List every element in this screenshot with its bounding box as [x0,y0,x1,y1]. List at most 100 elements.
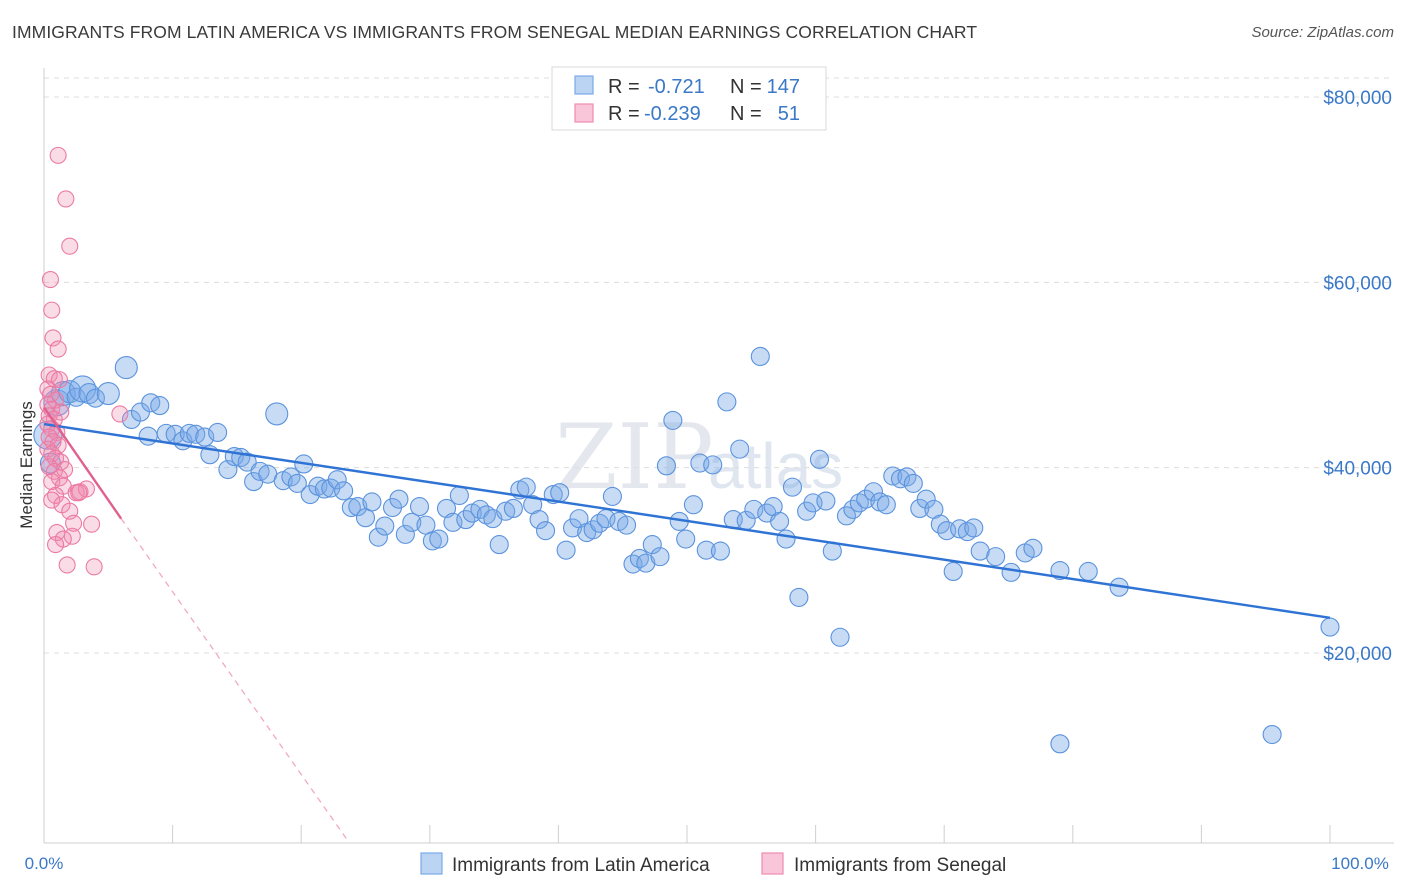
data-point-senegal [41,271,59,289]
y-axis-label: Median Earnings [17,401,36,529]
data-point-latin-america [744,499,764,519]
data-point-latin-america [663,410,683,430]
correlation-legend: R = -0.721 N = 147 R = -0.239 N = 51 [551,66,827,131]
data-point-latin-america [314,479,334,499]
data-point-latin-america [809,449,830,469]
legend-swatch-senegal [574,103,594,123]
chart-source: Source: ZipAtlas.com [1251,24,1394,41]
data-point-latin-america [429,529,449,549]
bottom-legend-swatch-senegal [761,852,784,875]
data-point-latin-america [950,519,970,539]
data-point-latin-america [916,489,936,509]
data-point-latin-america [300,484,320,505]
data-point-latin-america [402,512,422,532]
y-tick-label: $40,000 [1323,459,1392,480]
data-point-latin-america [287,473,307,493]
data-point-latin-america [503,498,523,518]
data-point-senegal [77,480,95,498]
data-point-senegal [49,340,67,358]
data-point-latin-america [362,492,382,512]
data-point-latin-america [436,498,457,518]
data-point-latin-america [776,529,796,549]
data-point-latin-america [650,547,670,567]
data-point-senegal [57,190,75,208]
data-point-latin-america [96,381,120,406]
bottom-legend-label-latin: Immigrants from Latin America [452,855,710,876]
legend-box [551,66,827,131]
data-point-latin-america [789,587,809,607]
data-point-senegal [111,405,129,423]
data-point-latin-america [636,553,656,573]
data-point-latin-america [389,489,409,509]
bottom-legend-swatch-latin [420,852,443,875]
data-point-latin-america [395,524,415,544]
data-point-latin-america [642,535,662,555]
trend-line-latin-america [43,422,1331,619]
data-point-latin-america [1078,561,1098,582]
watermark-zip: ZIP [555,405,714,510]
data-point-latin-america [717,392,737,412]
data-point-latin-america [816,491,836,511]
data-point-latin-america [529,510,549,530]
gridlines [44,77,1394,654]
data-point-latin-america [943,561,963,582]
data-point-senegal [44,329,62,347]
data-point-latin-america [703,455,723,475]
data-point-latin-america [696,540,716,560]
data-point-senegal [83,515,101,533]
data-point-latin-america [770,511,790,531]
data-point-latin-america [535,521,556,541]
data-point-latin-america [863,482,884,502]
data-point-senegal [50,371,68,389]
data-point-senegal [65,514,83,532]
watermark-atlas: atlas [708,430,843,502]
data-point-latin-america [556,540,576,560]
watermark: ZIP atlas [555,405,843,510]
x-tick-label-min: 0.0% [25,854,64,873]
data-point-senegal [47,536,65,554]
trend-senegal-extension [120,518,347,839]
data-point-latin-america [422,531,442,551]
data-point-latin-america [516,477,536,497]
data-point-latin-america [849,493,869,513]
data-point-latin-america [208,422,228,443]
data-point-latin-america [138,426,158,446]
data-point-senegal [49,146,67,164]
data-point-latin-america [903,473,923,493]
trend-line-senegal [43,406,123,520]
data-point-latin-america [656,456,676,476]
data-point-latin-america [890,469,911,489]
data-point-senegal [43,301,61,319]
data-point-senegal [43,491,61,509]
legend-n-label-senegal: N = [730,103,762,125]
series-legend: Immigrants from Latin America Immigrants… [420,852,1006,876]
data-point-latin-america [830,627,850,647]
data-point-senegal [56,460,74,479]
data-point-latin-america [876,495,896,515]
data-point-latin-america [250,461,270,481]
data-point-latin-america [85,388,105,408]
data-point-latin-america [883,466,903,486]
data-point-senegal [61,237,79,255]
data-point-latin-america [375,516,395,536]
data-point-latin-america [409,497,430,517]
data-point-latin-america [617,515,637,535]
legend-r-value-senegal: -0.239 [644,103,701,125]
data-point-senegal [58,556,76,574]
data-point-latin-america [1050,560,1070,581]
data-point-latin-america [1050,734,1070,754]
data-point-senegal [70,484,88,502]
data-point-latin-america [476,505,496,525]
legend-swatch-latin [574,75,594,95]
data-point-latin-america [179,423,199,443]
data-point-latin-america [150,396,170,416]
series-latin-america-points [33,346,1340,754]
data-point-latin-america [237,452,257,472]
y-tick-label: $60,000 [1323,273,1392,294]
data-point-latin-america [750,346,770,367]
data-point-latin-america [368,527,388,547]
data-point-latin-america [1001,562,1021,582]
data-point-latin-america [730,439,750,459]
data-point-latin-america [334,481,354,501]
